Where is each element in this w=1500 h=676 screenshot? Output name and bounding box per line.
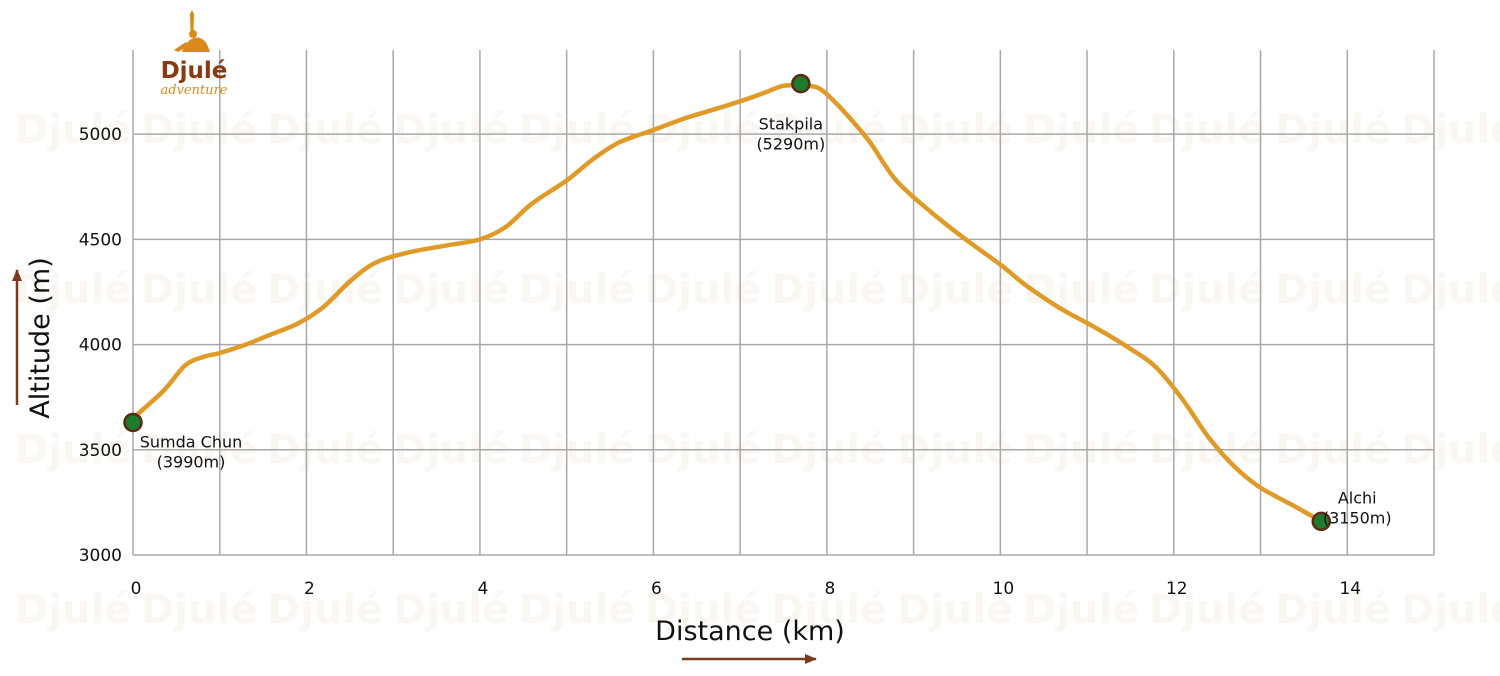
watermark-text: Djulé (1023, 267, 1139, 313)
watermark-text: Djulé (771, 107, 887, 153)
x-tick-label: 14 (1339, 579, 1361, 599)
watermark-text: Djulé (15, 107, 131, 153)
x-tick-label: 6 (651, 579, 662, 599)
x-tick-label: 2 (304, 579, 315, 599)
watermark-text: Djulé (1275, 267, 1391, 313)
x-tick-label: 10 (993, 579, 1015, 599)
waypoint-marker (791, 73, 811, 94)
watermark-text: Djulé (1023, 107, 1139, 153)
watermark-text: Djulé (267, 587, 383, 633)
watermark-text: Djulé (1401, 107, 1500, 153)
watermark-text: Djulé (1149, 107, 1265, 153)
waypoint-markers (123, 73, 1331, 532)
watermark-text: Djulé (897, 587, 1013, 633)
watermark-text: Djulé (393, 587, 509, 633)
y-tick-label: 5000 (79, 125, 122, 145)
watermark-text: Djulé (1401, 587, 1500, 633)
waypoint-labels: Sumda Chun(3990m) Stakpila(5290m) Alchi(31… (140, 115, 1392, 528)
watermark-text: Djulé (1275, 107, 1391, 153)
x-axis-ticks: 0 2 4 6 8 10 12 14 (131, 579, 1362, 599)
watermark-text: Djulé (15, 427, 131, 473)
brand-name: Djulé (161, 58, 228, 84)
watermark-text: Djulé (1149, 267, 1265, 313)
watermark-text: Djulé (519, 107, 635, 153)
brand-tagline: adventure (161, 83, 228, 98)
watermark-text: Djulé (393, 107, 509, 153)
watermark-text: Djulé (1401, 267, 1500, 313)
watermark-text: Djulé (897, 267, 1013, 313)
grid-lines (132, 50, 1435, 556)
brand-logo: Djulé adventure (161, 10, 228, 98)
y-tick-label: 4500 (79, 230, 122, 250)
watermark-text: Djulé (897, 107, 1013, 153)
y-axis-title: Altitude (m) (25, 257, 56, 418)
waypoint-marker (123, 412, 143, 433)
altitude-line (130, 82, 1324, 524)
watermark-text: Djulé (15, 587, 131, 633)
watermark-layer: Djulé Djulé Djulé Djulé Djulé Djulé Djulé Djulé… (15, 107, 1500, 633)
watermark-text: Djulé (141, 587, 257, 633)
watermark-text: Djulé (15, 267, 131, 313)
x-tick-label: 8 (824, 579, 835, 599)
x-tick-label: 0 (131, 579, 142, 599)
watermark-text: Djulé (1023, 587, 1139, 633)
logo-figure-icon (174, 10, 210, 52)
y-tick-label: 3000 (79, 546, 122, 566)
waypoint-label: Sumda Chun (140, 432, 243, 451)
y-axis-ticks: 3000 3500 4000 4500 5000 (79, 125, 122, 566)
watermark-text: Djulé (1149, 587, 1265, 633)
x-axis-title: Distance (km) (655, 616, 845, 647)
waypoint-label: Stakpila (759, 115, 823, 134)
waypoint-label: (3150m) (1323, 508, 1392, 527)
waypoint-label: (5290m) (756, 135, 825, 154)
watermark-text: Djulé (519, 587, 635, 633)
x-tick-label: 12 (1166, 579, 1188, 599)
x-tick-label: 4 (478, 579, 489, 599)
watermark-text: Djulé (645, 587, 761, 633)
watermark-text: Djulé (771, 587, 887, 633)
watermark-text: Djulé (771, 267, 887, 313)
y-tick-label: 3500 (79, 441, 122, 461)
watermark-text: Djulé (645, 267, 761, 313)
watermark-text: Djulé (267, 107, 383, 153)
waypoint-marker (1311, 511, 1331, 532)
watermark-text: Djulé (1275, 587, 1391, 633)
watermark-text: Djulé (393, 267, 509, 313)
watermark-text: Djulé (141, 267, 257, 313)
watermark-text: Djulé (141, 107, 257, 153)
waypoint-label: Alchi (1338, 488, 1377, 507)
watermark-text: Djulé (519, 267, 635, 313)
y-tick-label: 4000 (79, 336, 122, 356)
waypoint-label: (3990m) (157, 452, 226, 471)
